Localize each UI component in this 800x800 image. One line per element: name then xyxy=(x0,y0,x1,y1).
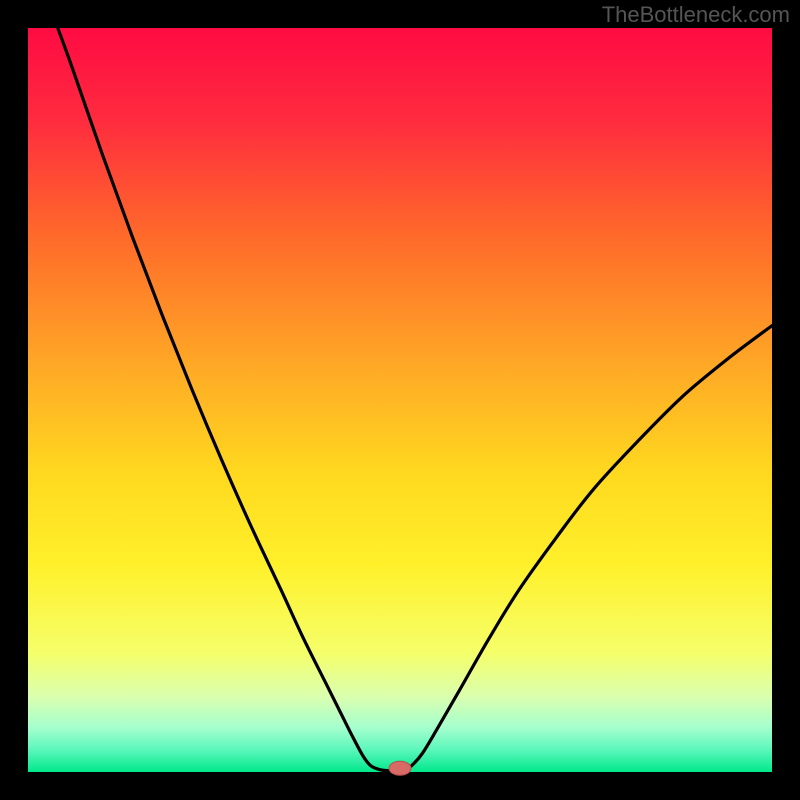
bottleneck-curve-svg xyxy=(0,0,800,800)
chart-container: TheBottleneck.com xyxy=(0,0,800,800)
watermark-text: TheBottleneck.com xyxy=(602,2,790,28)
gradient-background xyxy=(28,28,772,772)
plot-area xyxy=(0,0,800,800)
minimum-marker xyxy=(389,761,411,775)
